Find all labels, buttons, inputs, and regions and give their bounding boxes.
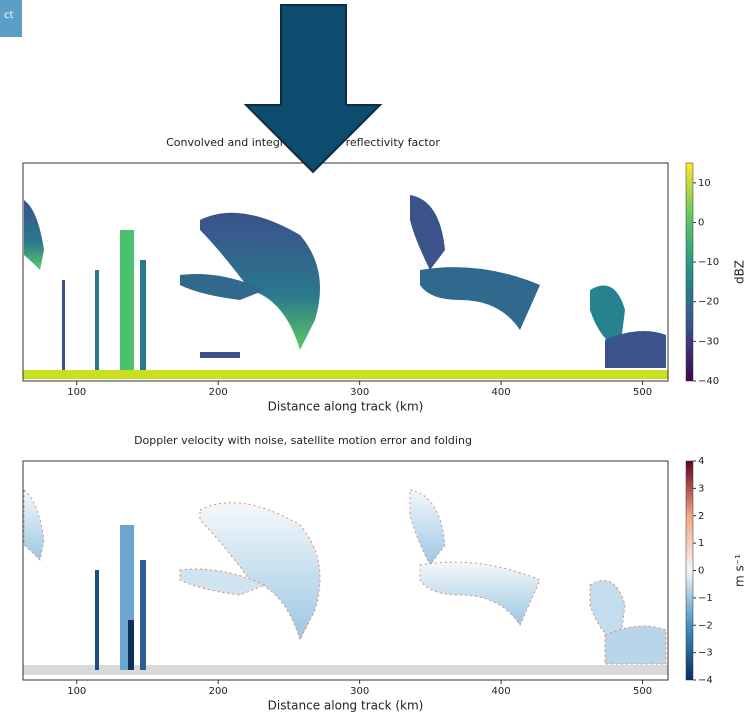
- colorbar-tick-label: 0: [698, 566, 704, 577]
- button[interactable]: [0, 0, 22, 37]
- x-tick-label: 200: [209, 686, 228, 697]
- x-axis-label: Distance along track (km): [268, 400, 424, 414]
- button-label[interactable]: ct: [4, 10, 13, 21]
- x-tick-label: 200: [209, 387, 228, 398]
- arrow: [243, 4, 383, 174]
- colorbar-tick-label: 2: [698, 511, 704, 522]
- colorbar: [685, 460, 694, 681]
- colorbar-tick-label: 10: [698, 178, 711, 189]
- colorbar: [685, 162, 694, 382]
- x-tick-label: 100: [67, 686, 86, 697]
- x-tick-label: 400: [492, 387, 511, 398]
- x-tick-label: 300: [350, 686, 369, 697]
- velocity-field: [23, 489, 668, 675]
- colorbar-tick-label: 3: [698, 483, 704, 494]
- colorbar-tick-label: −2: [698, 620, 713, 631]
- colorbar-tick-label: −30: [698, 336, 719, 347]
- reflectivity-field: [23, 195, 668, 379]
- colorbar-tick-label: −1: [698, 593, 713, 604]
- x-tick-label: 400: [492, 686, 511, 697]
- colorbar-tick-label: 1: [698, 538, 704, 549]
- colorbar-tick-label: −10: [698, 257, 719, 268]
- colorbar-tick-label: −3: [698, 648, 713, 659]
- x-tick-label: 100: [67, 387, 86, 398]
- axes-frame: [22, 460, 669, 681]
- axes-frame: [22, 162, 669, 382]
- x-tick-label: 500: [633, 686, 652, 697]
- colorbar-label: dBZ: [733, 260, 747, 284]
- colorbar-tick-label: −40: [698, 376, 719, 387]
- colorbar-tick-label: −4: [698, 675, 713, 686]
- colorbar-tick-label: 0: [698, 217, 704, 228]
- colorbar-label: m s⁻¹: [733, 554, 747, 587]
- x-axis-label: Distance along track (km): [268, 699, 424, 713]
- x-tick-label: 500: [633, 387, 652, 398]
- x-tick-label: 300: [350, 387, 369, 398]
- colorbar-tick-label: −20: [698, 297, 719, 308]
- chart-title: Doppler velocity with noise, satellite m…: [134, 434, 472, 447]
- colorbar-tick-label: 4: [698, 456, 704, 467]
